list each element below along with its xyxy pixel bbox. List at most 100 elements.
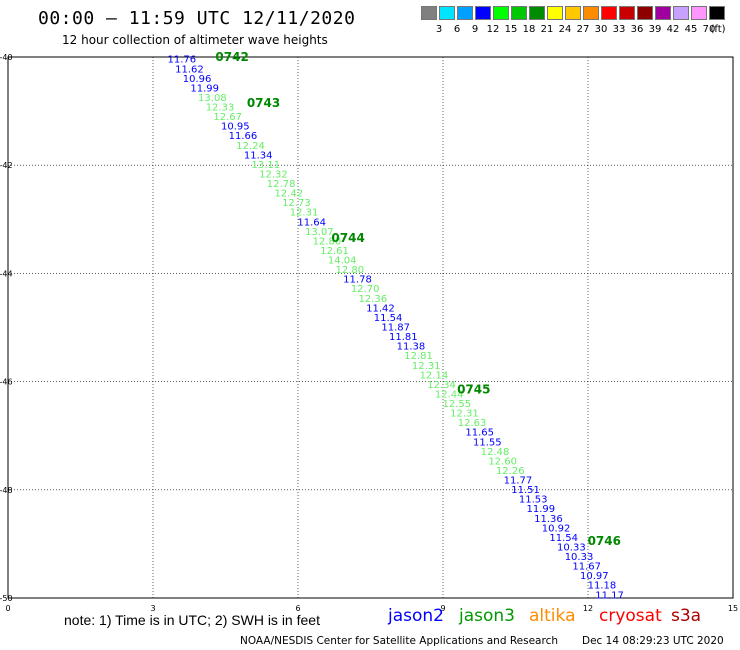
legend-label: 18	[522, 24, 536, 35]
wave-height-reading: 12.32	[259, 169, 288, 180]
wave-height-reading: 11.87	[381, 323, 410, 334]
wave-height-reading: 13.11	[252, 160, 281, 171]
wave-height-reading: 13.07	[305, 227, 334, 238]
wave-height-reading: 12.63	[458, 418, 487, 429]
wave-height-reading: 10.33	[565, 552, 594, 563]
x-tick-label: 15	[728, 604, 738, 613]
wave-height-reading: 11.51	[511, 485, 540, 496]
wave-height-reading: 11.36	[534, 514, 563, 525]
footer-organization: NOAA/NESDIS Center for Satellite Applica…	[240, 635, 558, 647]
pass-time-label: 0745	[457, 383, 490, 397]
satellite-jason3: jason3	[459, 606, 515, 626]
legend-swatch	[547, 6, 563, 20]
wave-height-reading: 12.48	[481, 447, 510, 458]
map-title: 00:00 – 11:59 UTC 12/11/2020	[38, 8, 356, 29]
wave-height-reading: 10.92	[542, 523, 571, 534]
legend-swatch	[655, 6, 671, 20]
map-subtitle: 12 hour collection of altimeter wave hei…	[62, 33, 328, 47]
legend-swatch	[673, 6, 689, 20]
legend-swatch	[637, 6, 653, 20]
legend-label: 12	[486, 24, 500, 35]
pass-time-label: 0742	[215, 50, 248, 64]
units-note: note: 1) Time is in UTC; 2) SWH is in fe…	[64, 612, 320, 628]
wave-height-reading: 11.18	[588, 581, 617, 592]
wave-height-reading: 11.65	[465, 428, 494, 439]
wave-height-reading: 11.55	[473, 437, 502, 448]
wave-height-reading: 12.36	[358, 294, 387, 305]
y-tick-label: -50	[0, 594, 13, 603]
legend-unit: (ft)	[710, 24, 726, 35]
satellite-altika: altika	[529, 606, 576, 626]
wave-height-reading: 11.99	[190, 83, 219, 94]
wave-height-reading: 11.34	[244, 150, 273, 161]
wave-height-reading: 11.99	[527, 504, 556, 515]
pass-time-label: 0746	[588, 534, 621, 548]
wave-height-reading: 12.26	[496, 466, 525, 477]
wave-height-reading: 11.78	[343, 275, 372, 286]
wave-height-reading: 12.14	[420, 370, 449, 381]
legend-label: 33	[612, 24, 626, 35]
legend-swatch	[457, 6, 473, 20]
wave-height-reading: 12.61	[320, 246, 349, 257]
wave-height-reading: 11.17	[595, 590, 624, 601]
legend-label: 21	[540, 24, 554, 35]
legend-swatch	[493, 6, 509, 20]
wave-height-reading: 12.78	[267, 179, 296, 190]
wave-height-reading: 10.95	[221, 122, 250, 133]
y-tick-label: -44	[0, 269, 13, 278]
wave-height-reading: 11.76	[168, 55, 197, 66]
wave-height-reading: 12.44	[435, 389, 464, 400]
legend-swatch	[511, 6, 527, 20]
legend-swatch	[565, 6, 581, 20]
wave-height-reading: 11.38	[397, 342, 426, 353]
wave-height-reading: 12.80	[313, 236, 342, 247]
wave-height-reading: 12.70	[351, 284, 380, 295]
legend-label: 9	[471, 24, 479, 35]
wave-height-reading: 13.08	[198, 93, 227, 104]
legend-label: 39	[648, 24, 662, 35]
wave-height-reading: 10.96	[183, 74, 212, 85]
wave-height-reading: 12.42	[274, 189, 303, 200]
wave-height-reading: 12.73	[282, 198, 311, 209]
legend-label: 42	[666, 24, 680, 35]
pass-time-label: 0744	[331, 231, 364, 245]
wave-height-reading: 11.64	[297, 217, 326, 228]
legend-swatch	[619, 6, 635, 20]
wave-height-reading: 14.04	[328, 256, 357, 267]
legend-label: 6	[453, 24, 461, 35]
wave-height-reading: 12.34	[427, 380, 456, 391]
pass-time-label: 0743	[247, 96, 280, 110]
legend-swatch	[709, 6, 725, 20]
wave-height-reading: 11.67	[572, 562, 601, 573]
wave-height-reading: 12.55	[442, 399, 471, 410]
wave-height-reading: 11.53	[519, 495, 548, 506]
legend-swatch	[421, 6, 437, 20]
legend-label: 45	[684, 24, 698, 35]
wave-height-reading: 10.33	[557, 542, 586, 553]
x-tick-label: 3	[150, 604, 155, 613]
wave-height-reading: 12.81	[404, 351, 433, 362]
legend-swatch	[691, 6, 707, 20]
plot-frame	[7, 56, 734, 599]
wave-height-reading: 12.67	[213, 112, 242, 123]
wave-height-reading: 11.66	[229, 131, 258, 142]
wave-height-reading: 12.31	[450, 409, 479, 420]
legend-label: 36	[630, 24, 644, 35]
satellite-jason2: jason2	[388, 606, 444, 626]
wave-height-reading: 12.31	[290, 208, 319, 219]
legend-swatch	[529, 6, 545, 20]
legend-label: 30	[594, 24, 608, 35]
y-tick-label: -46	[0, 378, 13, 387]
legend-label: 15	[504, 24, 518, 35]
legend-swatch	[601, 6, 617, 20]
x-tick-label: 12	[583, 604, 593, 613]
wave-height-reading: 12.33	[206, 103, 235, 114]
x-tick-label: 6	[295, 604, 300, 613]
wave-height-reading: 11.62	[175, 64, 204, 75]
wave-height-reading: 12.80	[336, 265, 365, 276]
y-tick-label: -42	[0, 161, 13, 170]
legend-label: 27	[576, 24, 590, 35]
satellite-s3a: s3a	[671, 606, 702, 626]
wave-height-reading: 12.31	[412, 361, 441, 372]
